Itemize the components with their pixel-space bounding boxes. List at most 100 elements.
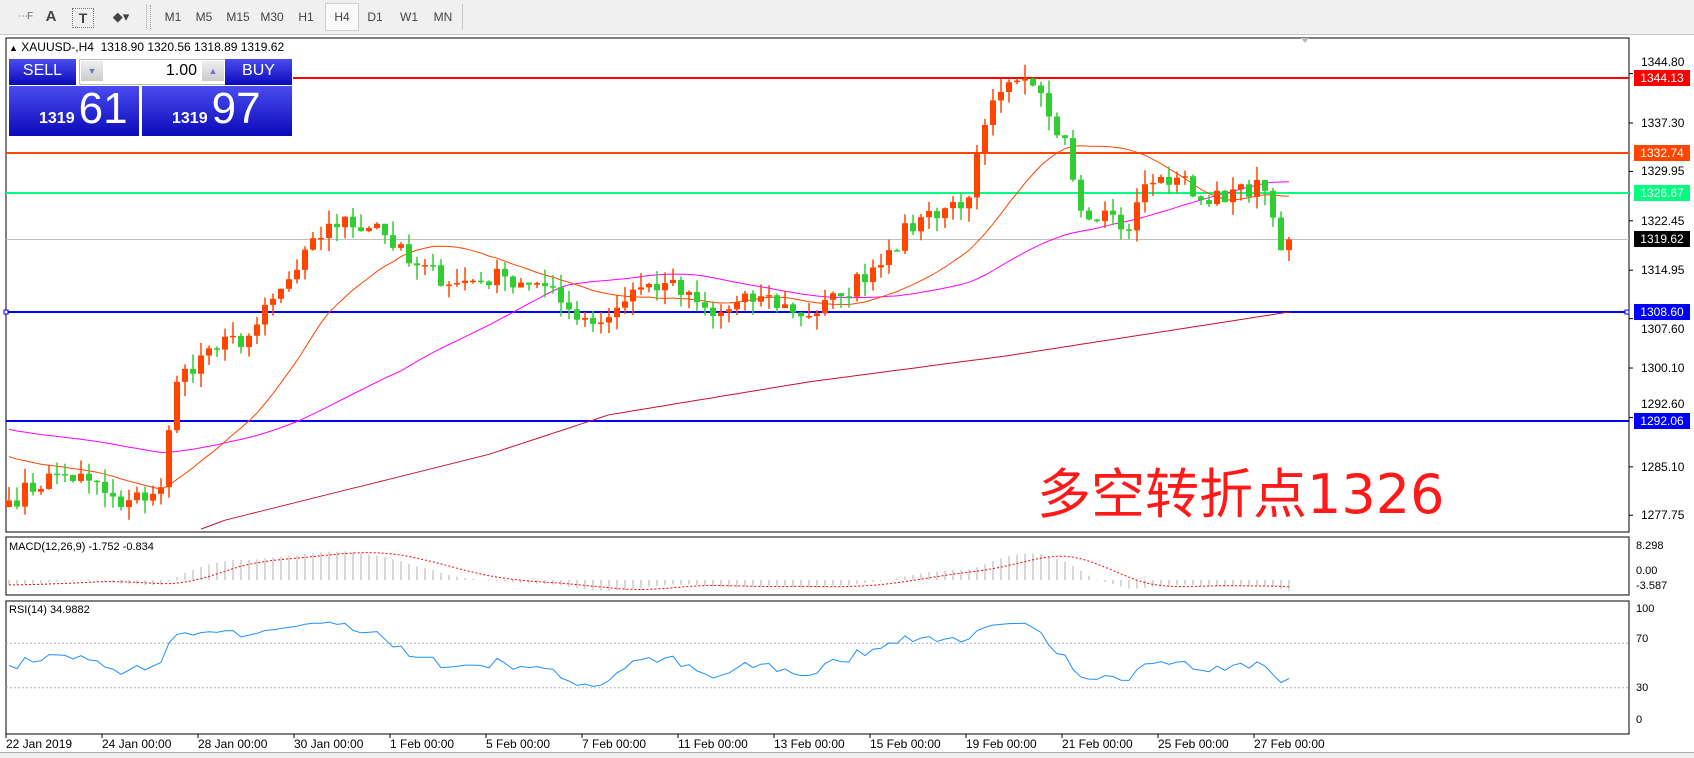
timeframe-h1[interactable]: H1: [298, 10, 314, 24]
candle-body: [774, 295, 780, 309]
candle-body: [398, 244, 404, 248]
timeframe-h4[interactable]: H4: [325, 3, 359, 31]
candle-body: [1022, 78, 1028, 81]
candle-body: [782, 304, 788, 309]
candle-body: [30, 482, 36, 492]
macd-panel-frame: [5, 536, 1630, 596]
candle-body: [358, 227, 364, 232]
candle-body: [462, 280, 468, 284]
candle-body: [78, 473, 84, 481]
timeframe-w1[interactable]: W1: [400, 10, 418, 24]
candle-body: [1142, 184, 1148, 203]
candle-body: [246, 335, 252, 347]
candle-body: [558, 287, 564, 303]
candle-body: [1030, 78, 1036, 86]
price-axis-tick: 1285.10: [1641, 459, 1685, 474]
candle-body: [902, 223, 908, 251]
timeframe-mn[interactable]: MN: [433, 10, 453, 24]
toolbar: ⋯F A T ◆▾ M1 M5 M15 M30 H1 H4 D1 W1 MN: [0, 0, 1694, 35]
price-level-label: 1344.13: [1634, 70, 1690, 86]
date-axis-label: 19 Feb 00:00: [966, 737, 1037, 751]
rsi-axis-30: 30: [1636, 682, 1649, 694]
candle-body: [662, 283, 668, 291]
candle-body: [86, 473, 92, 481]
candle-body: [910, 223, 916, 232]
price-axis-tick: 1314.95: [1641, 263, 1685, 278]
candle-body: [766, 295, 772, 297]
rsi-panel-frame: [5, 600, 1630, 735]
candle-body: [758, 296, 764, 302]
candle-body: [830, 293, 836, 300]
candle-body: [1278, 217, 1284, 251]
timeframe-m5[interactable]: M5: [195, 10, 213, 24]
buy-button[interactable]: BUY: [225, 59, 292, 85]
candle-body: [550, 286, 556, 288]
lot-value: 1.00: [165, 62, 197, 79]
candle-body: [350, 216, 356, 228]
candle-body: [1006, 82, 1012, 93]
candle-body: [686, 291, 692, 295]
shapes-dropdown-icon[interactable]: ◆▾: [112, 9, 130, 24]
candle-body: [230, 335, 236, 338]
lot-size-input[interactable]: ▼ 1.00 ▲: [79, 59, 226, 85]
candle-body: [1166, 177, 1172, 185]
candle-body: [318, 237, 324, 240]
candle-body: [942, 208, 948, 219]
timeframe-m15[interactable]: M15: [226, 10, 250, 24]
sell-button[interactable]: SELL: [9, 59, 76, 85]
candle-body: [526, 282, 532, 285]
price-axis-tick: 1307.60: [1641, 321, 1685, 336]
candle-body: [94, 480, 100, 483]
price-axis-tick: 1337.30: [1641, 115, 1685, 130]
candle-body: [822, 299, 828, 314]
date-axis-label: 15 Feb 00:00: [870, 737, 941, 751]
candle-body: [62, 474, 68, 476]
candle-body: [814, 313, 820, 316]
candle-body: [1206, 200, 1212, 205]
buy-label: BUY: [242, 62, 275, 79]
timeframe-m1[interactable]: M1: [164, 10, 182, 24]
candle-body: [438, 265, 444, 286]
price-axis-tick: 1329.95: [1641, 164, 1685, 179]
buy-price-button[interactable]: 131997: [142, 84, 292, 136]
text-label-icon[interactable]: T: [72, 8, 94, 28]
candle-body: [294, 269, 300, 280]
candle-body: [694, 291, 700, 303]
candle-body: [142, 492, 148, 501]
candle-body: [950, 202, 956, 209]
lot-increase-button[interactable]: ▲: [202, 61, 224, 81]
text-icon[interactable]: A: [45, 8, 57, 25]
chevron-down-icon: ▾: [122, 9, 130, 24]
fibonacci-fan-icon[interactable]: ⋯F: [17, 11, 33, 22]
annotation-text[interactable]: 多空转折点1326: [1037, 463, 1445, 526]
chart-tabs-bar[interactable]: [0, 752, 1694, 758]
candle-body: [406, 244, 412, 264]
candle-body: [390, 235, 396, 248]
price-axis-tick: 1300.10: [1641, 361, 1685, 376]
rsi-axis-0: 0: [1636, 714, 1643, 726]
candle-body: [750, 293, 756, 302]
price-level-label: 1332.74: [1634, 145, 1690, 162]
candle-body: [1078, 179, 1084, 211]
date-axis-label: 13 Feb 00:00: [774, 737, 845, 751]
price-level-label: 1292.06: [1634, 412, 1690, 429]
candle-body: [102, 481, 108, 493]
date-axis-label: 22 Jan 2019: [6, 737, 73, 751]
candle-body: [22, 482, 28, 507]
date-axis-label: 30 Jan 00:00: [294, 737, 364, 751]
date-axis-label: 25 Feb 00:00: [1158, 737, 1229, 751]
candle-body: [374, 223, 380, 229]
candle-body: [166, 430, 172, 488]
timeframe-d1[interactable]: D1: [367, 10, 383, 24]
candle-body: [1086, 210, 1092, 220]
timeframe-m30[interactable]: M30: [260, 10, 284, 24]
macd-axis-zero: 0.00: [1636, 565, 1658, 577]
lot-decrease-button[interactable]: ▼: [81, 61, 103, 81]
price-axis-tick: 1292.60: [1641, 397, 1685, 412]
toolbar-grip[interactable]: [150, 5, 154, 29]
candle-body: [622, 301, 628, 308]
rsi-axis-70: 70: [1636, 633, 1649, 645]
sell-price-button[interactable]: 131961: [9, 84, 139, 136]
